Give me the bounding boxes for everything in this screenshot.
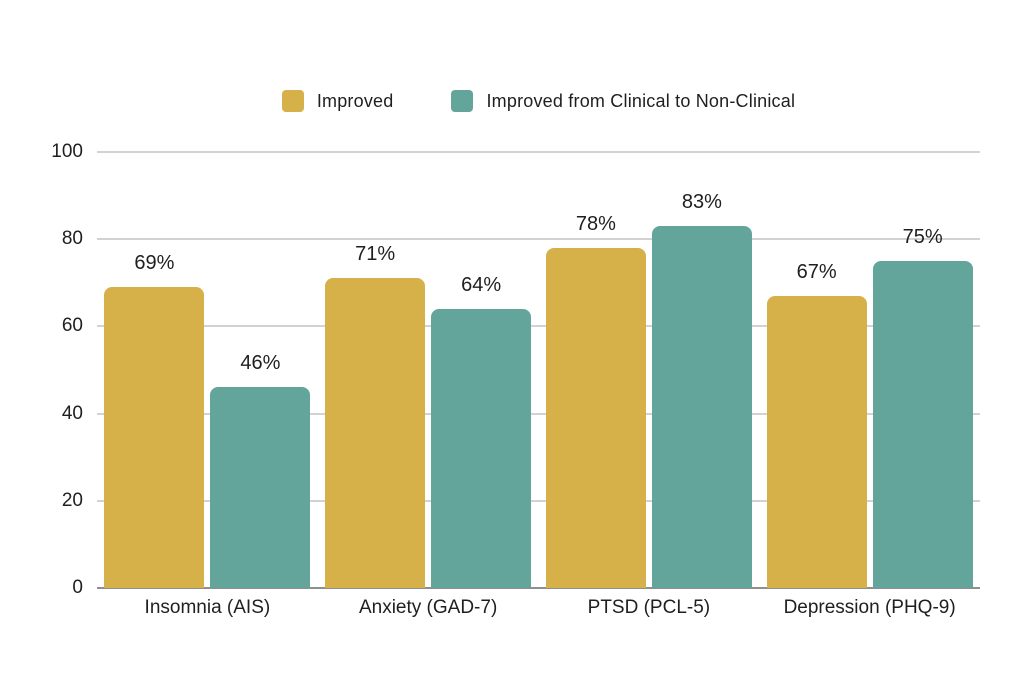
y-axis: 0 20 40 60 80 100: [0, 141, 83, 598]
bar-group: 67% 75%: [759, 152, 980, 588]
legend-item: Improved from Clinical to Non-Clinical: [451, 90, 795, 112]
bar-group: 78% 83%: [539, 152, 760, 588]
bar-value-label: 75%: [902, 226, 943, 248]
bar-value-label: 69%: [134, 252, 175, 275]
x-axis-label: Anxiety (GAD-7): [358, 597, 498, 618]
y-axis-tick-label: 20: [61, 489, 83, 511]
legend-label: Improved: [316, 90, 394, 111]
legend-item: Improved: [281, 90, 394, 112]
bar-value-label: 64%: [461, 273, 502, 296]
bar-improved: 69%: [104, 252, 205, 588]
bar-clinical: 64%: [431, 274, 532, 588]
x-axis-label: Insomnia (AIS): [144, 597, 271, 618]
gridline: [97, 325, 980, 328]
y-axis-tick-label: 80: [61, 228, 83, 250]
bar-group: 69% 46%: [97, 152, 318, 588]
bar-improved: 78%: [545, 213, 646, 588]
bar-clinical: 83%: [651, 191, 752, 588]
plot-area: 69% 46% 71% 64% 78% 83% 67% 75%: [97, 151, 980, 589]
y-axis-tick-label: 100: [51, 141, 83, 162]
bar-value-label: 67%: [796, 260, 837, 283]
bar-groups: 69% 46% 71% 64% 78% 83% 67% 75%: [97, 152, 980, 588]
bar-improved: 71%: [325, 243, 426, 588]
legend: Improved Improved from Clinical to Non-Cl…: [97, 90, 980, 112]
bar-value-label: 78%: [575, 212, 616, 235]
x-axis: Insomnia (AIS) Anxiety (GAD-7) PTSD (PCL-5…: [97, 597, 980, 619]
bar-clinical: 46%: [210, 352, 311, 588]
x-axis-label: Depression (PHQ-9): [783, 597, 956, 618]
x-axis-line: [97, 587, 980, 589]
gridline: [97, 238, 980, 241]
legend-swatch-icon: [451, 90, 474, 112]
bar-value-label: 83%: [681, 191, 722, 214]
legend-label: Improved from Clinical to Non-Clinical: [486, 90, 796, 111]
gridline: [97, 499, 980, 502]
bar-group: 71% 64%: [318, 152, 539, 588]
bar-value-label: 71%: [355, 243, 396, 266]
x-axis-label: PTSD (PCL-5): [587, 597, 711, 618]
legend-swatch-icon: [281, 90, 304, 112]
gridline: [97, 151, 980, 153]
bar-improved: 67%: [766, 261, 867, 588]
y-axis-tick-label: 0: [72, 577, 83, 598]
bar-clinical: 75%: [872, 226, 973, 588]
gridline: [97, 412, 980, 415]
y-axis-tick-label: 60: [61, 315, 83, 337]
bar-value-label: 46%: [240, 352, 281, 375]
y-axis-tick-label: 40: [61, 402, 83, 424]
